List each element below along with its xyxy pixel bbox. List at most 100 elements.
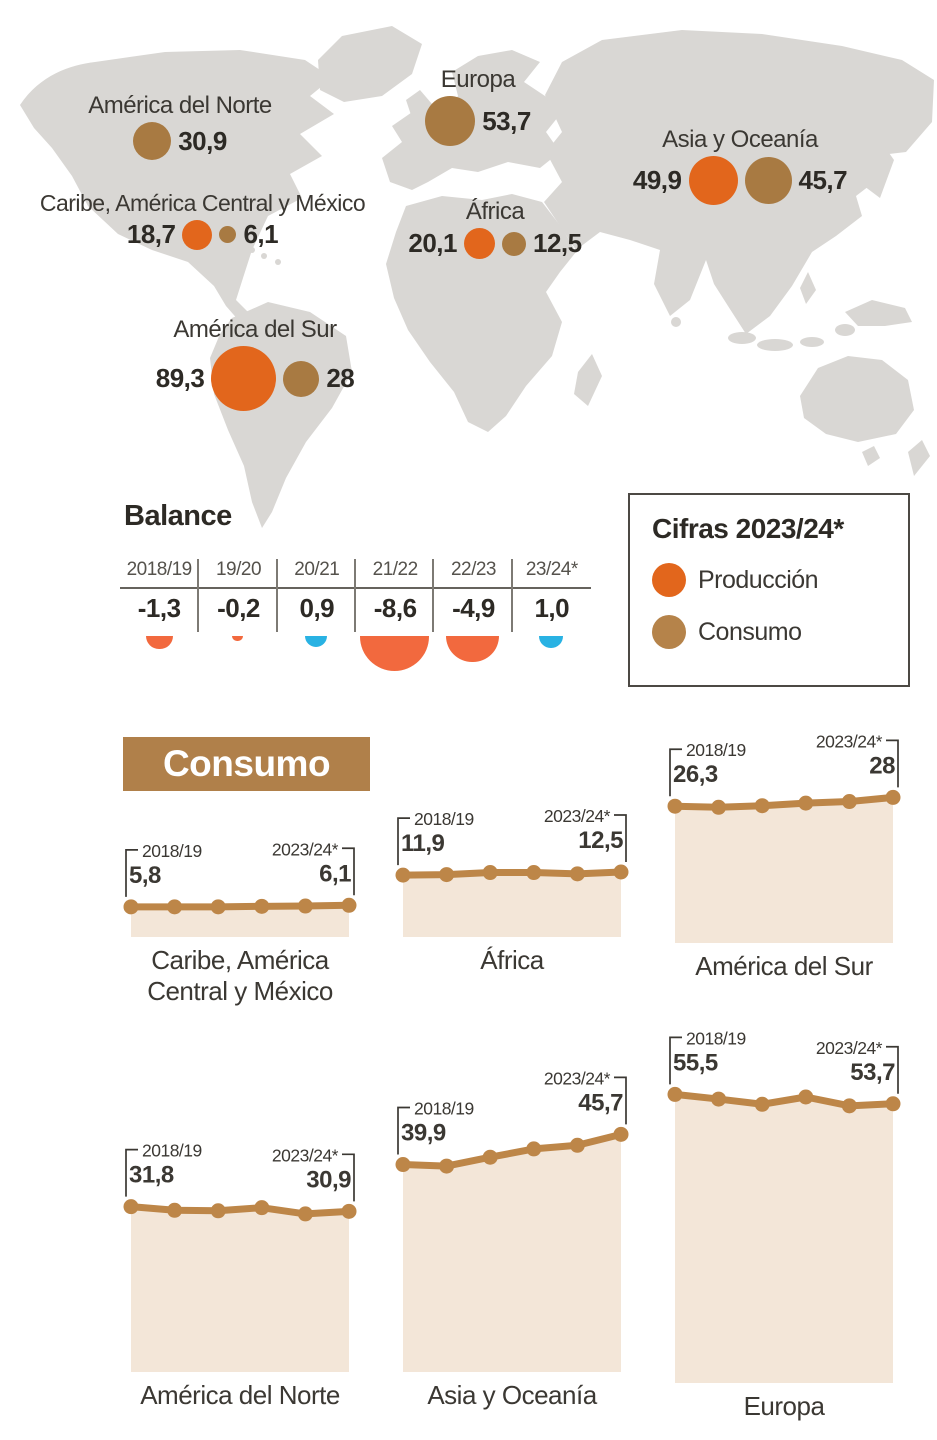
line-chart: 2018/19 39,9 2023/24* 45,7 bbox=[392, 1064, 632, 1372]
consumo-bubble bbox=[133, 122, 172, 160]
svg-text:2018/19: 2018/19 bbox=[414, 1099, 474, 1119]
legend-label: Consumo bbox=[698, 617, 802, 646]
chart-region-label: Asia y Oceanía bbox=[427, 1372, 597, 1424]
map-region-america-del-norte: América del Norte 30,9 bbox=[48, 92, 312, 160]
svg-text:2018/19: 2018/19 bbox=[142, 841, 202, 861]
asia-shape bbox=[544, 30, 934, 334]
region-label: Caribe, América Central y México bbox=[39, 190, 366, 216]
svg-text:11,9: 11,9 bbox=[401, 830, 445, 857]
svg-text:53,7: 53,7 bbox=[850, 1059, 895, 1086]
region-label: América del Norte bbox=[88, 92, 272, 119]
produccion-value: 18,7 bbox=[126, 219, 176, 249]
balance-value: 1,0 bbox=[534, 593, 570, 623]
produccion-bubble bbox=[211, 346, 277, 411]
season-label: 23/24* bbox=[512, 559, 591, 589]
consumo-value: 45,7 bbox=[798, 165, 848, 195]
new-guinea-shape bbox=[845, 300, 912, 326]
consumo-bubble bbox=[219, 226, 237, 243]
sri-lanka-shape bbox=[671, 317, 681, 327]
chart-label-line: Central y México bbox=[147, 976, 333, 1007]
svg-text:2023/24*: 2023/24* bbox=[544, 1068, 611, 1088]
chart-america-del-norte: 2018/19 31,8 2023/24* 30,9 América del Nort… bbox=[120, 1024, 360, 1424]
consumo-value: 6,1 bbox=[243, 219, 279, 249]
indonesia-island bbox=[800, 337, 824, 347]
greenland-shape bbox=[318, 26, 422, 102]
chart-label-line: América del Sur bbox=[695, 951, 873, 981]
legend-item-consumo: Consumo bbox=[652, 615, 908, 649]
svg-text:2023/24*: 2023/24* bbox=[272, 839, 339, 859]
svg-text:30,9: 30,9 bbox=[306, 1166, 351, 1193]
madagascar-shape bbox=[574, 354, 602, 406]
chart-region-label: África bbox=[480, 937, 544, 1015]
indonesia-island bbox=[728, 332, 756, 344]
svg-text:31,8: 31,8 bbox=[129, 1162, 174, 1189]
australia-shape bbox=[800, 356, 914, 442]
chart-europa: 2018/19 55,5 2023/24* 53,7 Europa bbox=[664, 1024, 904, 1424]
balance-semicircle bbox=[359, 636, 429, 671]
balance-column: 2018/19 -1,3 bbox=[120, 559, 199, 678]
chart-label-line: Europa bbox=[743, 1391, 825, 1421]
line-chart: 2018/19 11,9 2023/24* 12,5 bbox=[392, 802, 632, 937]
svg-text:12,5: 12,5 bbox=[578, 827, 623, 854]
balance-semicircle bbox=[446, 636, 499, 663]
balance-semicircle bbox=[145, 636, 173, 650]
svg-text:28: 28 bbox=[869, 752, 895, 779]
consumo-title: Consumo bbox=[162, 743, 331, 784]
svg-text:6,1: 6,1 bbox=[319, 860, 351, 887]
world-map-section: América del Norte 30,9 Caribe, América C… bbox=[0, 0, 937, 540]
chart-america-del-sur: 2018/19 26,3 2023/24* 28 América del Sur bbox=[664, 727, 904, 1015]
consumo-value: 30,9 bbox=[178, 125, 227, 156]
tasmania-shape bbox=[862, 446, 880, 466]
indonesia-island bbox=[757, 339, 793, 351]
svg-text:2023/24*: 2023/24* bbox=[816, 731, 883, 751]
produccion-value: 89,3 bbox=[155, 363, 205, 393]
balance-column: 22/23 -4,9 bbox=[432, 559, 513, 678]
balance-section: Balance 2018/19 -1,3 19/20 -0,2 20/21 0,… bbox=[120, 500, 591, 678]
svg-text:2023/24*: 2023/24* bbox=[272, 1145, 339, 1165]
balance-title: Balance bbox=[124, 500, 232, 532]
legend-box: Cifras 2023/24* Producción Consumo bbox=[628, 493, 910, 687]
season-label: 20/21 bbox=[277, 559, 356, 589]
produccion-dot-icon bbox=[652, 563, 686, 597]
region-label: África bbox=[465, 198, 525, 225]
map-region-asia-oceania: Asia y Oceanía 49,9 45,7 bbox=[600, 126, 880, 205]
consumo-bubble bbox=[425, 96, 476, 146]
consumo-bubble bbox=[283, 360, 320, 397]
consumo-bubble bbox=[744, 157, 792, 204]
svg-text:2018/19: 2018/19 bbox=[142, 1141, 202, 1161]
line-chart: 2018/19 55,5 2023/24* 53,7 bbox=[664, 1024, 904, 1383]
produccion-value: 20,1 bbox=[408, 228, 457, 258]
consumo-value: 12,5 bbox=[533, 228, 582, 258]
svg-text:55,5: 55,5 bbox=[673, 1049, 718, 1076]
chart-label-line: Asia y Oceanía bbox=[427, 1380, 597, 1410]
legend-title: Cifras 2023/24* bbox=[652, 513, 844, 544]
chart-label-line: Caribe, América bbox=[151, 945, 329, 975]
chart-region-label: Caribe, América Central y México bbox=[147, 937, 333, 1015]
region-label: América del Sur bbox=[173, 316, 337, 343]
produccion-bubble bbox=[688, 156, 738, 205]
svg-text:2018/19: 2018/19 bbox=[414, 809, 474, 829]
balance-table: 2018/19 -1,3 19/20 -0,2 20/21 0,9 21/22 … bbox=[120, 559, 591, 678]
caribbean-island bbox=[249, 247, 255, 253]
legend-item-produccion: Producción bbox=[652, 563, 908, 597]
svg-text:26,3: 26,3 bbox=[673, 761, 718, 788]
legend-label: Producción bbox=[698, 565, 819, 594]
chart-region-label: Europa bbox=[744, 1383, 825, 1424]
new-zealand-shape bbox=[908, 440, 930, 476]
balance-column: 23/24* 1,0 bbox=[510, 559, 591, 678]
consumo-dot-icon bbox=[652, 615, 686, 649]
consumo-bubble bbox=[502, 231, 526, 256]
map-region-america-del-sur: América del Sur 89,3 28 bbox=[115, 316, 395, 411]
svg-text:2018/19: 2018/19 bbox=[686, 740, 746, 760]
balance-semicircle bbox=[304, 636, 327, 648]
caribbean-island bbox=[275, 259, 281, 265]
consumo-charts-row-1: 2018/19 5,8 2023/24* 6,1 Caribe, América Ce… bbox=[120, 727, 910, 1015]
balance-value: -1,3 bbox=[137, 593, 181, 623]
philippines-shape bbox=[800, 272, 816, 304]
consumo-value: 28 bbox=[326, 363, 355, 393]
line-chart: 2018/19 5,8 2023/24* 6,1 bbox=[120, 835, 360, 937]
map-region-africa: África 20,1 12,5 bbox=[390, 198, 600, 259]
svg-text:39,9: 39,9 bbox=[401, 1120, 446, 1147]
balance-column: 19/20 -0,2 bbox=[197, 559, 278, 678]
